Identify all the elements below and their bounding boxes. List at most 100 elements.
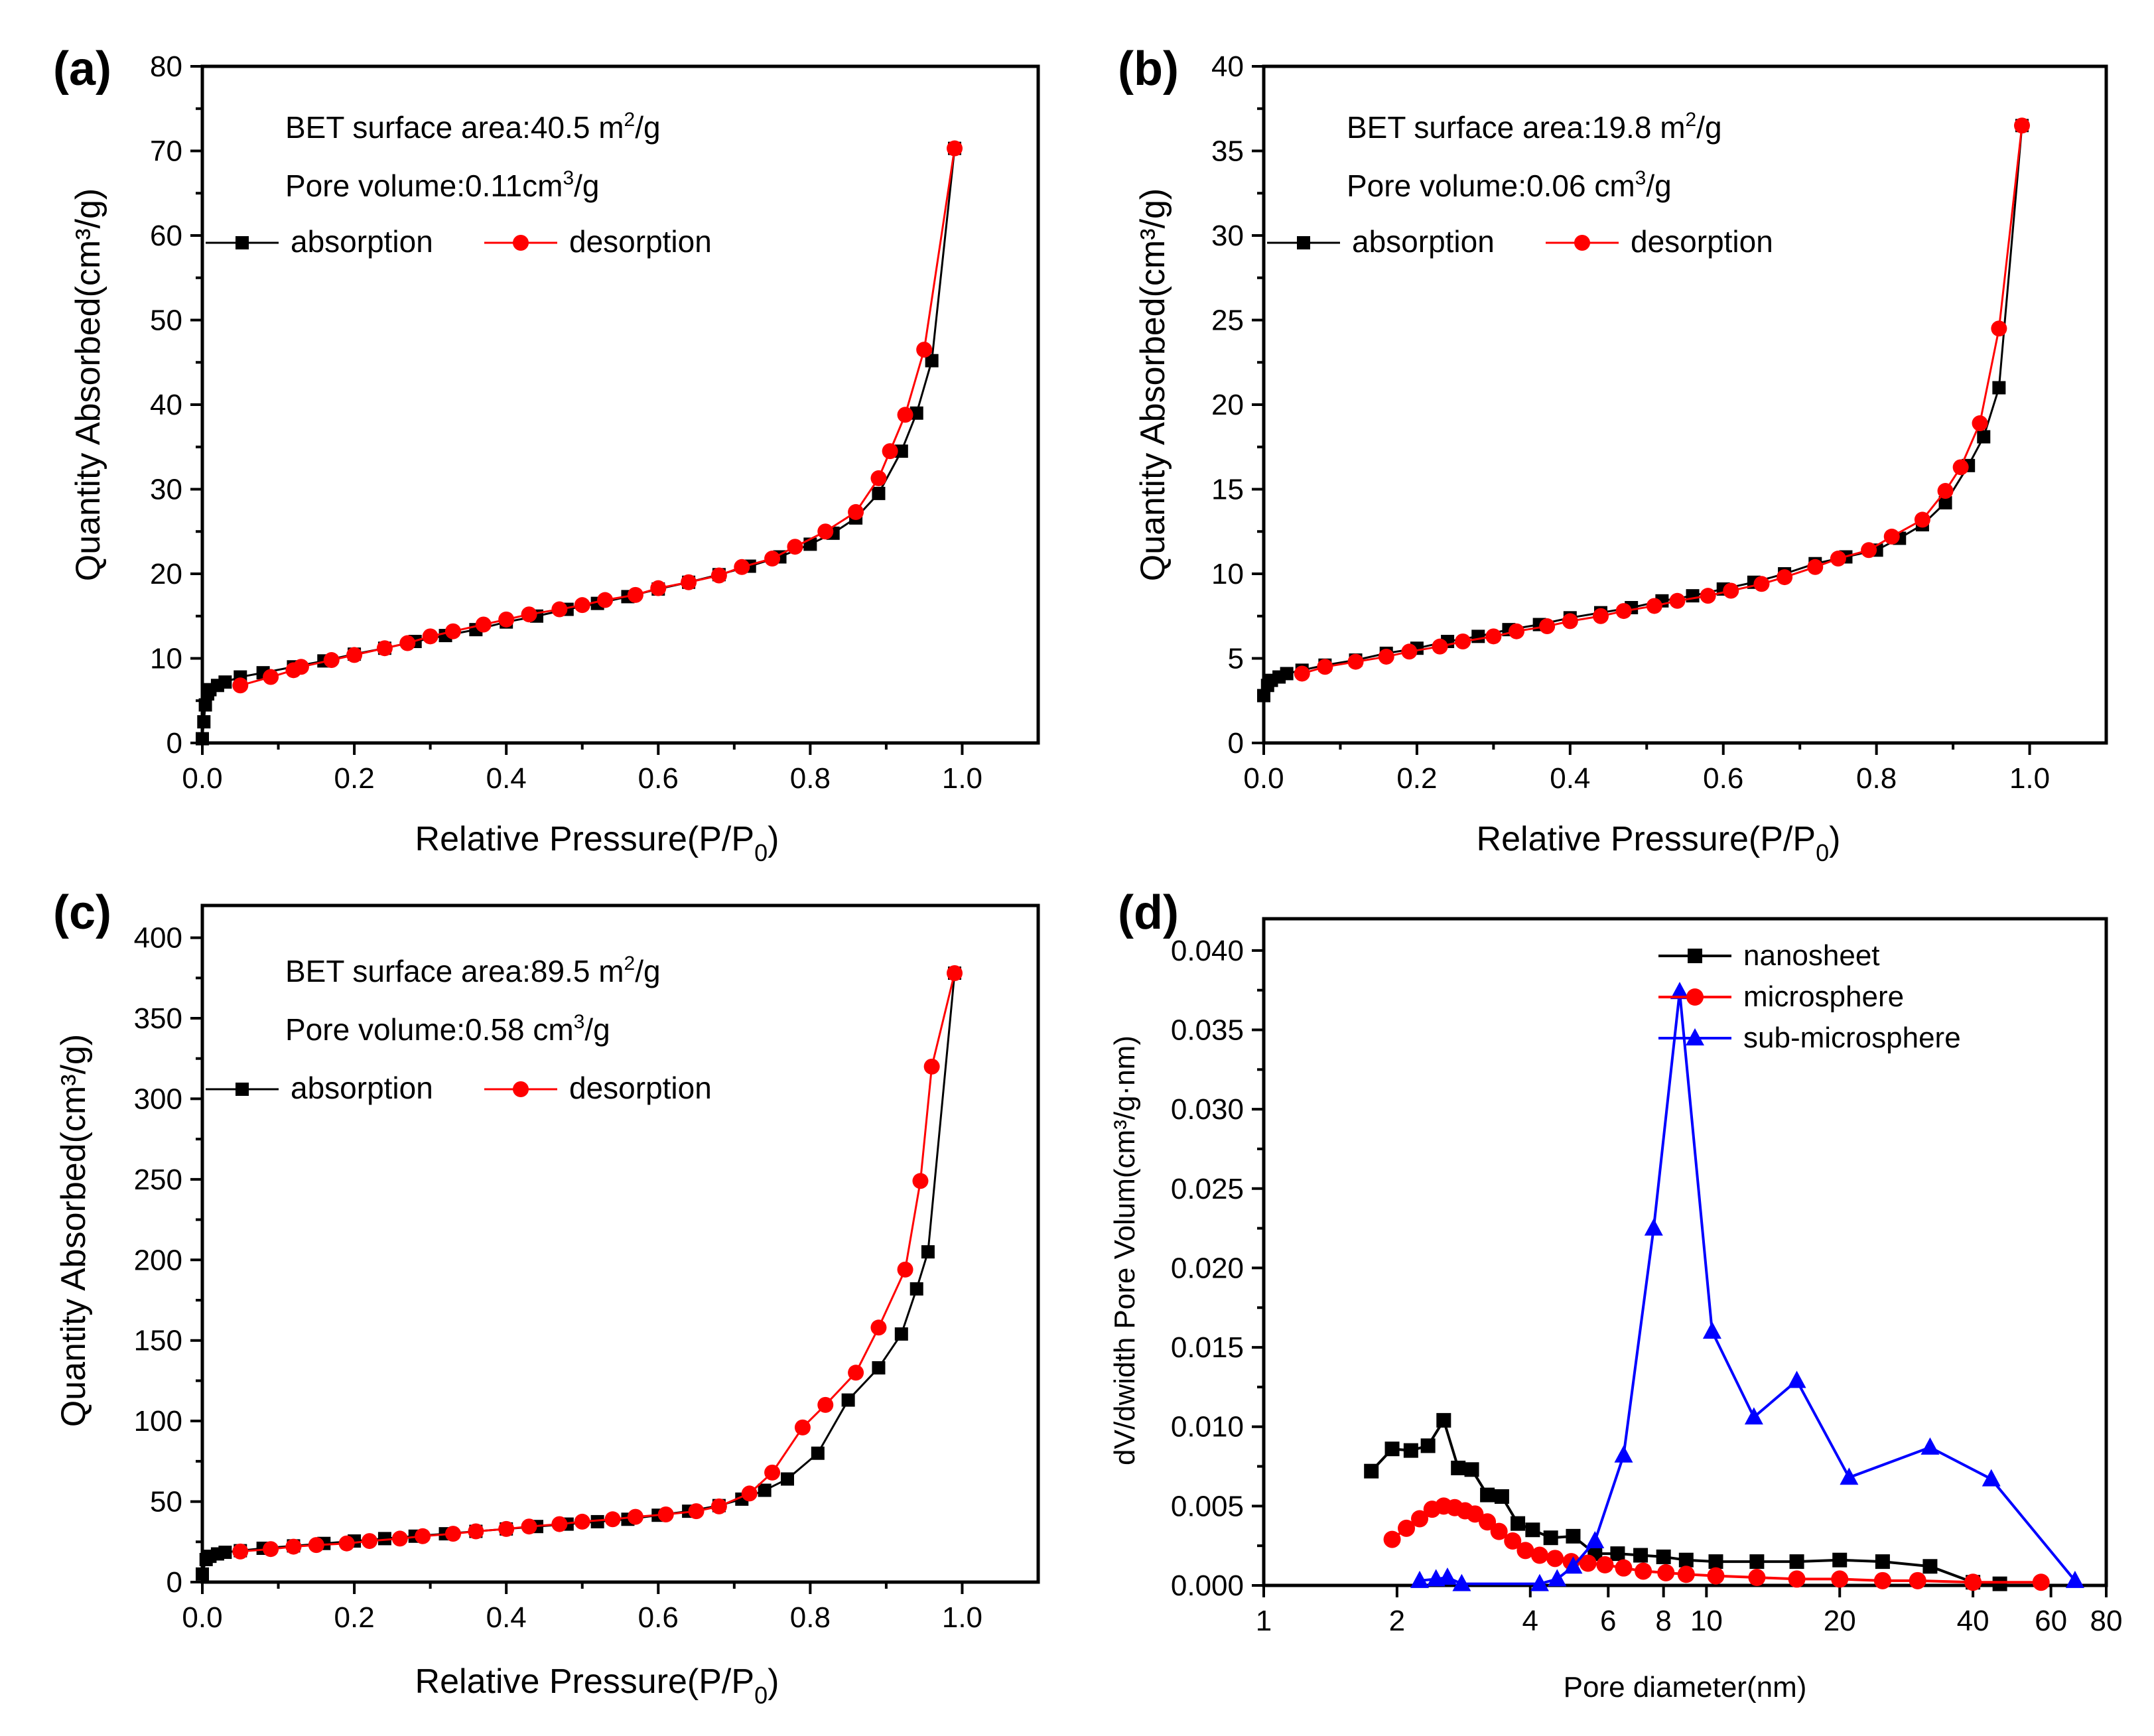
panel-a-pore-annotation: Pore volume:0.11cm3/g <box>285 167 600 203</box>
panel-b: (b) 0.0 0.2 0.4 0.6 0.8 1.0 0 5 10 15 20 25 30 35 40 a… <box>1118 42 2108 866</box>
panel-c-tag: (c) <box>53 886 111 939</box>
panel-d-x-tick-label: 60 <box>2035 1605 2067 1637</box>
panel-b-y-tick-label: 35 <box>1211 135 1244 168</box>
panel-c-y-axis-title: Quantity Absorbed(cm³/g) <box>54 1034 93 1427</box>
panel-d-nanosheet-point <box>1525 1522 1540 1538</box>
panel-d-nanosheet-point <box>1749 1554 1765 1569</box>
panel-c-desorption-point <box>498 1520 515 1537</box>
panel-d-sub-microsphere-point <box>1920 1437 1940 1455</box>
panel-d-plot-frame <box>1262 917 2108 1587</box>
panel-d-microsphere-point <box>1909 1571 1926 1589</box>
panel-a-desorption-point <box>882 443 898 460</box>
panel-c-y-tick-label: 400 <box>134 922 182 955</box>
legend-absorption-marker <box>236 1083 249 1096</box>
panel-b-absorption-point <box>1471 630 1485 643</box>
panel-b-desorption-point <box>1753 576 1770 592</box>
panel-b-y-tick-label: 10 <box>1211 558 1244 590</box>
panel-c-desorption-point <box>794 1419 811 1436</box>
legend-microsphere-marker <box>1686 988 1704 1006</box>
panel-c-desorption-point <box>521 1518 537 1535</box>
panel-a-desorption-point <box>916 342 933 358</box>
panel-d-y-axis-title: dV/dwidth Pore Volum(cm³/g·nm) <box>1109 1035 1141 1465</box>
panel-c-y-tick-label: 150 <box>134 1325 182 1357</box>
panel-d-x-axis-title: Pore diameter(nm) <box>1564 1671 1807 1703</box>
panel-b-desorption-point <box>1777 569 1793 586</box>
panel-c-desorption-point <box>415 1528 431 1544</box>
panel-c-x-tick-label: 1.0 <box>942 1601 982 1634</box>
panel-a-desorption-point <box>787 539 803 555</box>
panel-d-y-tick-label: 0.025 <box>1171 1173 1244 1205</box>
panel-b-y-tick-label: 30 <box>1211 220 1244 252</box>
panel-d-nanosheet-point <box>1451 1460 1466 1475</box>
panel-c-y-tick-label: 100 <box>134 1405 182 1437</box>
panel-d-sub-microsphere-point <box>1982 1469 2001 1487</box>
panel-d-x-tick-label: 6 <box>1600 1605 1616 1637</box>
panel-c-x-tick-label: 0.2 <box>334 1601 375 1634</box>
panel-b-legend: absorption desorption <box>1267 224 1773 259</box>
panel-a-x-tick-label: 0.4 <box>486 762 527 795</box>
panel-c-desorption-point <box>574 1513 590 1530</box>
panel-b-y-axis-title: Quantity Absorbed(cm³/g) <box>1134 188 1172 581</box>
panel-a-tag: (a) <box>53 42 111 96</box>
panel-d-sub-microsphere-point <box>1530 1573 1549 1591</box>
panel-c-desorption-point <box>947 965 963 981</box>
panel-b-desorption-point <box>1669 592 1686 609</box>
legend-desorption-marker <box>513 235 529 251</box>
panel-b-x-tick-label: 0.8 <box>1856 762 1897 795</box>
panel-b-desorption-point <box>1883 528 1900 545</box>
legend-nanosheet-marker <box>1688 949 1702 963</box>
panel-c-y-tick-label: 50 <box>150 1486 182 1518</box>
panel-c-desorption-point <box>912 1173 929 1189</box>
panel-a-desorption-point <box>574 597 590 614</box>
panel-c-y-tick-label: 300 <box>134 1083 182 1115</box>
panel-c-x-tick-label: 0.8 <box>790 1601 831 1634</box>
panel-a-y-tick-label: 20 <box>150 558 182 590</box>
panel-c-pore-annotation: Pore volume:0.58 cm3/g <box>285 1011 610 1047</box>
panel-b-desorption-point <box>1347 653 1364 670</box>
panel-c-x-tick-label: 0.4 <box>486 1601 527 1634</box>
panel-d-nanosheet-point <box>1420 1438 1436 1453</box>
panel-b-absorption-point <box>1992 381 2006 395</box>
panel-c-desorption-point <box>817 1396 834 1413</box>
legend-desorption-marker <box>1574 235 1590 251</box>
panel-a-desorption-point <box>947 140 963 157</box>
panel-d-y-tick-label: 0.030 <box>1171 1093 1244 1126</box>
panel-b-desorption-point <box>1562 613 1578 630</box>
panel-d-sub-microsphere-point <box>1644 1218 1663 1236</box>
panel-c-x-tick-label: 0.0 <box>182 1601 222 1634</box>
panel-d-x-tick-label: 2 <box>1389 1605 1405 1637</box>
panel-d-sub-microsphere-point <box>1585 1531 1605 1548</box>
panel-c-absorption-point <box>909 1282 923 1296</box>
panel-d-microsphere-point <box>1398 1519 1416 1537</box>
panel-d-sub-microsphere-point <box>2065 1570 2084 1588</box>
panel-a-absorption-point <box>872 486 886 500</box>
panel-c-desorption-point <box>741 1485 758 1502</box>
panel-a-y-tick-label: 60 <box>150 220 182 252</box>
panel-d: (d) 1 2 4 6 8 10 20 40 60 80 0.000 0.005 0.010 0.015 0… <box>1109 886 2122 1703</box>
panel-d-y-tick-label: 0.010 <box>1171 1411 1244 1443</box>
panel-d-microsphere-point <box>1788 1570 1806 1588</box>
panel-b-y-tick-label: 0 <box>1228 727 1244 760</box>
panel-b-bet-annotation: BET surface area:19.8 m2/g <box>1347 109 1722 145</box>
panel-c-desorption-point <box>263 1541 279 1558</box>
panel-b-absorption-line <box>1262 125 2023 697</box>
panel-d-sub-microsphere-point <box>1548 1569 1567 1587</box>
panel-d-microsphere-point <box>1504 1532 1522 1550</box>
panel-a-absorption-point <box>198 698 212 712</box>
panel-c-desorption-point <box>604 1511 621 1528</box>
panel-c-desorption-point <box>551 1516 568 1532</box>
panel-c-y-tick-label: 250 <box>134 1164 182 1196</box>
panel-a-legend: absorption desorption <box>206 224 712 259</box>
panel-c-x-tick-label: 0.6 <box>638 1601 679 1634</box>
legend-absorption-label: absorption <box>291 224 433 259</box>
panel-d-nanosheet-point <box>1610 1546 1625 1562</box>
panel-d-y-tick-label: 0.040 <box>1171 935 1244 967</box>
panel-b-desorption-point <box>1509 623 1524 639</box>
panel-a-y-tick-label: 80 <box>150 50 182 83</box>
panel-b-x-tick-label: 0.2 <box>1396 762 1437 795</box>
panel-d-nanosheet-point <box>1708 1554 1723 1569</box>
panel-a-x-axis-title: Relative Pressure(P/P0) <box>415 820 779 866</box>
panel-b-absorption-point <box>1686 589 1700 603</box>
panel-a-desorption-point <box>681 574 697 590</box>
